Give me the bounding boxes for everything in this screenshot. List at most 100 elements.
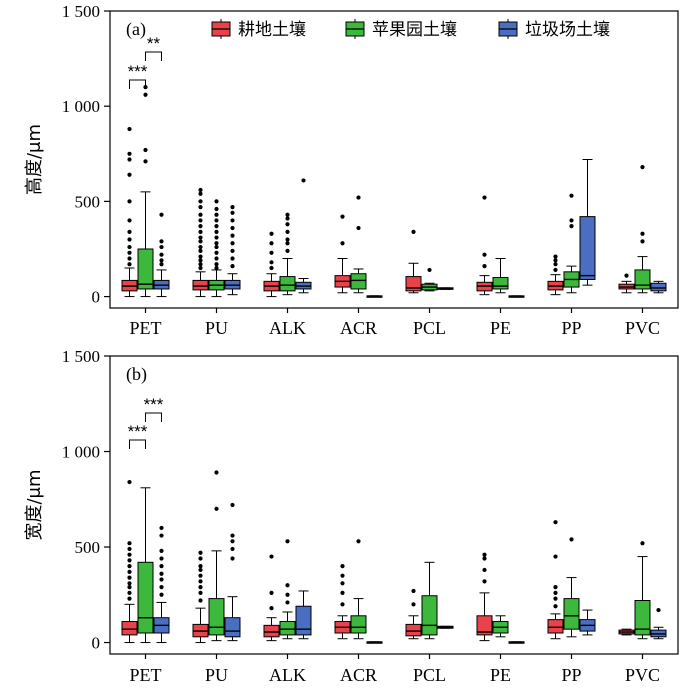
y-tick-label: 1 500	[62, 2, 100, 21]
outlier-point	[198, 199, 203, 204]
y-tick-label: 0	[92, 288, 101, 307]
y-tick-label: 1 500	[62, 347, 100, 366]
outlier-point	[127, 199, 132, 204]
significance-label: **	[147, 34, 161, 53]
y-tick-label: 500	[75, 192, 101, 211]
box	[137, 248, 154, 290]
outlier-point	[553, 254, 558, 259]
x-tick-label: PET	[129, 665, 161, 685]
x-tick-label: PVC	[625, 665, 660, 685]
outlier-point	[214, 265, 219, 271]
y-tick-label: 1 000	[62, 97, 100, 116]
outlier-point	[553, 520, 558, 525]
outlier-point	[356, 539, 361, 544]
outlier-point	[269, 241, 274, 246]
outlier-point	[640, 239, 645, 244]
outlier-point	[143, 92, 148, 97]
outlier-point	[340, 573, 345, 578]
outlier-point	[159, 262, 164, 267]
box	[224, 617, 241, 638]
outlier-point	[159, 258, 164, 263]
outlier-point	[198, 187, 203, 193]
x-tick-label: PU	[205, 665, 228, 685]
outlier-point	[214, 224, 219, 229]
outlier-point	[230, 502, 235, 508]
box	[350, 273, 367, 290]
outlier-point	[285, 583, 290, 588]
plot-frame	[109, 355, 679, 655]
outlier-point	[269, 231, 274, 236]
outlier-point	[285, 241, 290, 246]
outlier-point	[269, 265, 274, 271]
significance-label: ***	[144, 395, 164, 414]
outlier-point	[198, 265, 203, 271]
outlier-point	[127, 250, 132, 255]
outlier-point	[159, 577, 164, 582]
legend-label: 耕地土壤	[238, 19, 306, 40]
outlier-point	[214, 470, 219, 475]
outlier-point	[553, 596, 558, 601]
box	[121, 621, 138, 636]
outlier-point	[230, 546, 235, 552]
outlier-point	[230, 241, 235, 246]
significance-bracket	[145, 412, 162, 422]
box	[650, 282, 667, 292]
outlier-point	[159, 525, 164, 531]
y-tick-label: 500	[75, 538, 101, 557]
significance-bracket	[129, 439, 146, 449]
outlier-point	[482, 567, 487, 573]
outlier-point	[127, 262, 132, 267]
outlier-point	[214, 256, 219, 261]
x-tick-label: PET	[129, 318, 161, 338]
outlier-point	[214, 235, 219, 240]
outlier-point	[127, 237, 132, 242]
outlier-point	[127, 575, 132, 580]
outlier-point	[198, 262, 203, 267]
outlier-point	[285, 212, 290, 217]
outlier-point	[214, 212, 219, 217]
outlier-point	[127, 256, 132, 261]
outlier-point	[159, 239, 164, 244]
outlier-point	[214, 250, 219, 255]
outlier-point	[569, 193, 574, 198]
outlier-point	[159, 571, 164, 576]
outlier-point	[214, 262, 219, 267]
outlier-point	[340, 241, 345, 246]
outlier-point	[285, 216, 290, 221]
outlier-point	[127, 126, 132, 132]
outlier-point	[269, 260, 274, 265]
outlier-point	[427, 267, 432, 273]
outlier-point	[214, 506, 219, 511]
outlier-point	[356, 195, 361, 200]
box	[137, 561, 154, 634]
panel-label: (a)	[126, 19, 146, 40]
outlier-point	[159, 548, 164, 553]
box	[492, 277, 509, 290]
outlier-point	[285, 222, 290, 227]
x-tick-label: ALK	[269, 665, 306, 685]
outlier-point	[159, 556, 164, 561]
x-tick-label: PVC	[625, 318, 660, 338]
outlier-point	[340, 214, 345, 219]
outlier-point	[482, 579, 487, 584]
y-axis-title: 高度/μm	[24, 124, 45, 195]
y-tick-label: 0	[92, 634, 101, 653]
outlier-point	[127, 151, 132, 156]
outlier-point	[198, 224, 203, 229]
outlier-point	[553, 258, 558, 263]
outlier-point	[230, 256, 235, 261]
outlier-point	[482, 264, 487, 269]
outlier-point	[198, 598, 203, 603]
outlier-point	[159, 592, 164, 597]
box	[634, 600, 651, 636]
box	[208, 598, 225, 636]
outlier-point	[127, 229, 132, 234]
x-tick-label: ALK	[269, 318, 306, 338]
outlier-point	[230, 204, 235, 210]
significance-bracket	[145, 51, 162, 61]
outlier-point	[569, 537, 574, 542]
outlier-point	[198, 579, 203, 584]
box	[295, 605, 312, 636]
outlier-point	[230, 225, 235, 231]
outlier-point	[214, 218, 219, 223]
